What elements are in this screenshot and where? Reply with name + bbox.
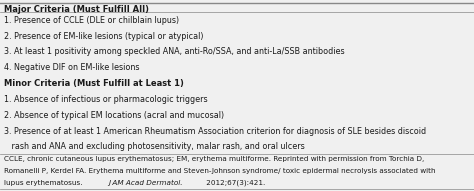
Text: 1. Absence of infectious or pharmacologic triggers: 1. Absence of infectious or pharmacologi…: [4, 95, 208, 104]
Text: lupus erythematosus.: lupus erythematosus.: [4, 180, 84, 186]
Text: rash and ANA and excluding photosensitivity, malar rash, and oral ulcers: rash and ANA and excluding photosensitiv…: [4, 142, 304, 151]
Text: CCLE, chronic cutaneous lupus erythematosus; EM, erythema multiforme. Reprinted : CCLE, chronic cutaneous lupus erythemato…: [4, 156, 424, 162]
Text: Major Criteria (Must Fulfill All): Major Criteria (Must Fulfill All): [4, 5, 149, 14]
Text: Romanelli P, Kerdel FA. Erythema multiforme and Steven-Johnson syndrome/ toxic e: Romanelli P, Kerdel FA. Erythema multifo…: [4, 168, 435, 174]
Text: 4. Negative DIF on EM-like lesions: 4. Negative DIF on EM-like lesions: [4, 63, 139, 72]
Text: 3. At least 1 positivity among speckled ANA, anti-Ro/SSA, and anti-La/SSB antibo: 3. At least 1 positivity among speckled …: [4, 47, 345, 56]
Text: 2. Presence of EM-like lesions (typical or atypical): 2. Presence of EM-like lesions (typical …: [4, 32, 203, 40]
Text: 2012;67(3):421.: 2012;67(3):421.: [204, 180, 265, 186]
Text: Minor Criteria (Must Fulfill at Least 1): Minor Criteria (Must Fulfill at Least 1): [4, 79, 183, 88]
Text: 1. Presence of CCLE (DLE or chilblain lupus): 1. Presence of CCLE (DLE or chilblain lu…: [4, 16, 179, 25]
Text: 2. Absence of typical EM locations (acral and mucosal): 2. Absence of typical EM locations (acra…: [4, 111, 224, 120]
Text: 3. Presence of at least 1 American Rheumatism Association criterion for diagnosi: 3. Presence of at least 1 American Rheum…: [4, 127, 426, 136]
Text: J AM Acad Dermatol.: J AM Acad Dermatol.: [108, 180, 182, 186]
